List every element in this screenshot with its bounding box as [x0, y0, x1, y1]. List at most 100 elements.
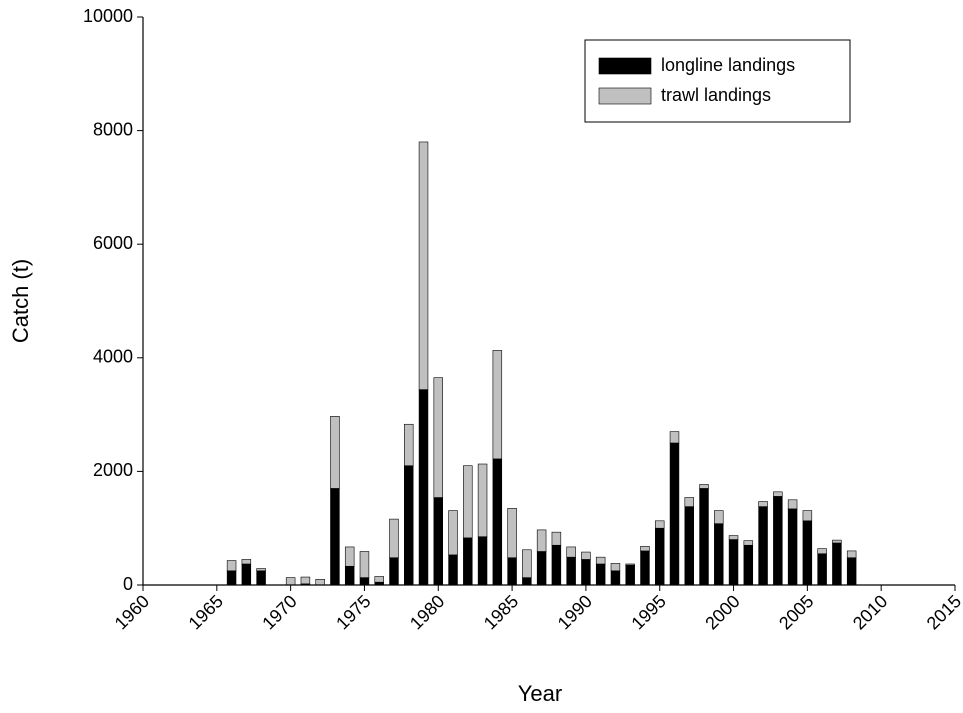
- legend-swatch: [598, 57, 652, 75]
- bar: [448, 510, 458, 556]
- x-tick-label: 2015: [923, 591, 963, 633]
- bar: [817, 553, 827, 586]
- bar: [566, 546, 576, 558]
- bar: [507, 557, 517, 586]
- legend-box: [584, 39, 851, 123]
- bar: [226, 570, 237, 586]
- bar: [640, 546, 650, 552]
- bar: [773, 496, 783, 586]
- legend-label: longline landings: [661, 55, 795, 75]
- y-axis-title: Catch (t): [8, 259, 33, 343]
- y-tick-label: 2000: [93, 460, 133, 480]
- x-tick-label: 1970: [258, 591, 300, 633]
- bar: [315, 579, 325, 586]
- bar: [654, 520, 665, 529]
- bar: [374, 576, 384, 583]
- bar: [728, 535, 739, 540]
- x-tick-label: 2000: [701, 591, 743, 633]
- bar: [256, 570, 266, 586]
- bar: [241, 559, 252, 565]
- x-tick-label: 1960: [111, 591, 153, 633]
- bar: [418, 389, 429, 586]
- y-tick-label: 10000: [83, 6, 133, 26]
- bar: [359, 577, 370, 586]
- x-axis-title: Year: [518, 681, 562, 706]
- bar: [448, 554, 458, 586]
- bar: [610, 570, 621, 586]
- bar: [846, 557, 857, 586]
- bar: [536, 551, 547, 586]
- bar: [463, 537, 473, 586]
- y-tick-label: 0: [123, 574, 133, 594]
- bar: [285, 577, 296, 586]
- bar: [507, 508, 517, 559]
- x-tick-label: 1985: [480, 591, 522, 633]
- bar: [330, 416, 340, 489]
- bar: [566, 556, 576, 586]
- bar: [684, 497, 694, 507]
- bar: [625, 563, 635, 566]
- bar: [389, 518, 399, 559]
- x-tick-label: 1975: [332, 591, 374, 633]
- x-tick-label: 2010: [849, 591, 891, 633]
- bar: [536, 529, 547, 552]
- x-tick-label: 1980: [406, 591, 448, 633]
- y-tick-label: 8000: [93, 119, 133, 139]
- bar: [743, 544, 754, 586]
- bar: [404, 465, 414, 586]
- bar: [477, 463, 488, 538]
- bar: [758, 501, 768, 507]
- x-tick-label: 1995: [627, 591, 669, 633]
- bar: [595, 563, 606, 586]
- bar: [344, 565, 355, 586]
- bar: [802, 510, 813, 522]
- bar: [226, 560, 237, 572]
- bar: [625, 564, 635, 586]
- bar: [684, 506, 694, 586]
- bar: [743, 540, 754, 546]
- bar: [714, 523, 724, 586]
- bar: [477, 536, 488, 586]
- x-tick-label: 2005: [775, 591, 817, 633]
- bar: [256, 568, 266, 572]
- bar: [699, 484, 709, 489]
- bar: [802, 520, 813, 586]
- bar: [832, 542, 842, 586]
- bar: [463, 465, 473, 539]
- bar: [330, 488, 340, 586]
- bar: [610, 563, 621, 572]
- bar: [300, 576, 311, 585]
- legend-swatch: [598, 87, 652, 105]
- bar: [344, 546, 355, 567]
- bar: [433, 497, 444, 586]
- bar: [418, 141, 429, 390]
- bar: [817, 548, 827, 555]
- bar: [492, 350, 503, 460]
- bar: [640, 550, 650, 586]
- bar: [832, 539, 842, 544]
- bar: [522, 577, 532, 586]
- bar: [522, 549, 532, 578]
- bar: [728, 539, 739, 586]
- bar: [714, 510, 724, 524]
- y-tick-label: 6000: [93, 233, 133, 253]
- bar: [404, 423, 414, 467]
- bar: [241, 563, 252, 586]
- bar: [359, 551, 370, 578]
- bar: [669, 431, 680, 444]
- bar: [758, 506, 768, 586]
- legend-label: trawl landings: [661, 85, 771, 105]
- bar: [581, 551, 591, 560]
- bar: [595, 556, 606, 565]
- bar: [433, 377, 444, 498]
- bar: [654, 527, 665, 586]
- bar: [581, 559, 591, 586]
- bar: [699, 488, 709, 586]
- bar: [846, 550, 857, 559]
- bar: [669, 442, 680, 586]
- bar: [389, 557, 399, 586]
- bar: [787, 499, 798, 510]
- x-tick-label: 1965: [185, 591, 227, 633]
- y-tick-label: 4000: [93, 347, 133, 367]
